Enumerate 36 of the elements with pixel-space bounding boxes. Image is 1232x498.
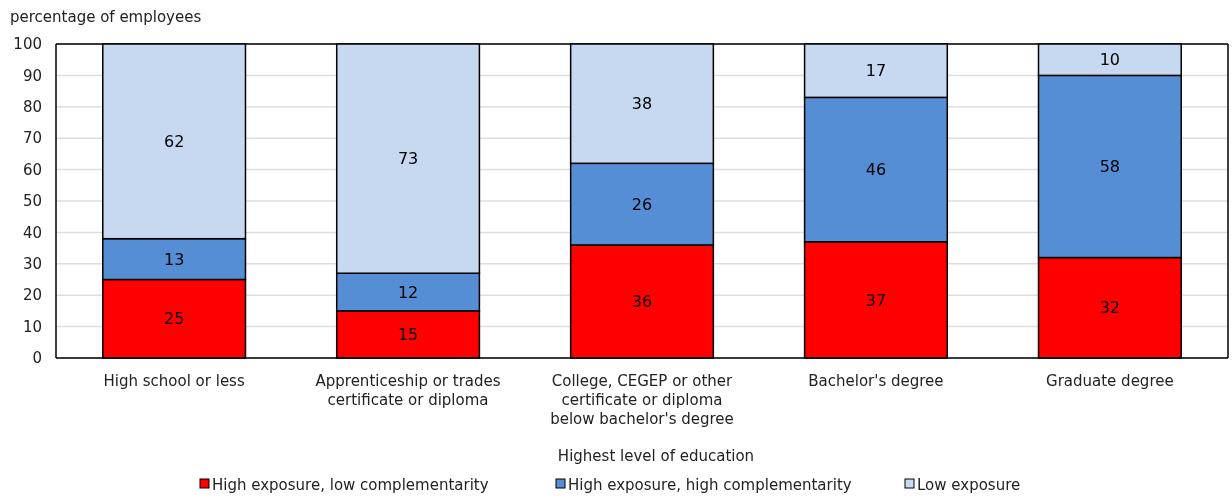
data-label: 46 (865, 160, 887, 180)
legend-label: Low exposure (917, 476, 1021, 495)
data-label: 58 (1099, 157, 1121, 177)
y-tick-label: 0 (32, 349, 42, 368)
y-tick-label: 80 (22, 98, 42, 117)
x-tick-label: Bachelor's degree (808, 372, 944, 390)
x-tick-label: Graduate degree (1046, 372, 1174, 390)
data-label: 38 (631, 94, 653, 114)
y-tick-label: 30 (22, 255, 42, 274)
y-tick-label: 10 (22, 317, 42, 336)
data-label: 13 (163, 249, 185, 269)
y-tick-label: 50 (22, 192, 42, 211)
data-label: 37 (865, 290, 887, 310)
y-axis-title: percentage of employees (10, 8, 202, 26)
y-tick-label: 100 (13, 35, 42, 54)
data-label: 73 (397, 149, 419, 169)
y-tick-label: 40 (22, 223, 42, 242)
data-label: 26 (631, 194, 653, 214)
legend-label: High exposure, high complementarity (568, 476, 852, 495)
y-tick-label: 70 (22, 129, 42, 148)
data-label: 15 (397, 325, 419, 345)
y-tick-label: 60 (22, 160, 42, 179)
data-label: 17 (865, 61, 887, 81)
y-tick-label: 90 (22, 66, 42, 85)
data-label: 25 (163, 309, 185, 329)
data-label: 10 (1099, 50, 1121, 70)
x-tick-label: High school or less (103, 372, 245, 390)
x-tick-label: College, CEGEP or other certificate or diploma below bachelor's degree (550, 372, 734, 428)
x-axis-title: Highest level of education (557, 447, 755, 465)
data-label: 62 (163, 131, 185, 151)
x-tick-label: Apprenticeship or trades certificate or diploma (315, 372, 501, 409)
data-label: 32 (1099, 298, 1121, 318)
data-label: 12 (397, 282, 419, 302)
data-label: 36 (631, 292, 653, 312)
legend-label: High exposure, low complementarity (212, 476, 489, 495)
y-tick-label: 20 (22, 286, 42, 305)
